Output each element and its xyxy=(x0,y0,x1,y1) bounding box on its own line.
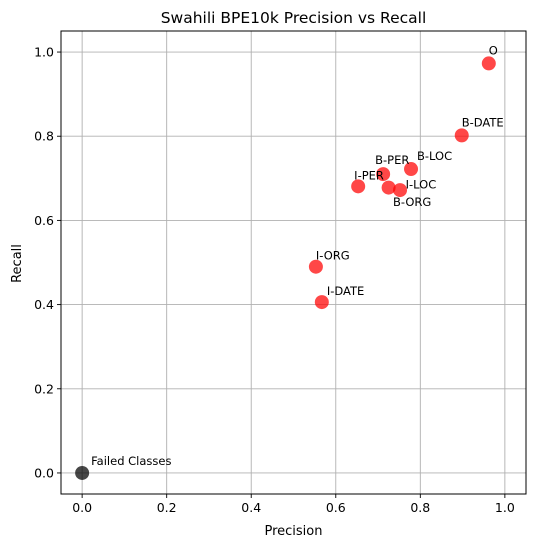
y-tick-label: 0.8 xyxy=(34,129,54,144)
x-axis-title: Precision xyxy=(264,524,322,539)
point-label-o: O xyxy=(489,43,498,57)
y-tick-label: 0.0 xyxy=(34,465,54,480)
x-tick-label: 0.0 xyxy=(72,500,92,515)
point-o xyxy=(481,56,496,71)
points-layer xyxy=(75,56,496,480)
point-i-date xyxy=(314,295,329,310)
chart-title: Swahili BPE10k Precision vs Recall xyxy=(161,9,427,27)
point-label-i-date: I-DATE xyxy=(327,284,364,298)
y-tick-label: 1.0 xyxy=(34,45,54,60)
point-label-i-loc: I-LOC xyxy=(406,178,437,192)
point-label-failed-classes: Failed Classes xyxy=(91,454,171,468)
x-tick-label: 0.2 xyxy=(157,500,177,515)
point-b-per xyxy=(376,167,391,182)
point-label-b-loc: B-LOC xyxy=(417,149,452,163)
ticks-layer: 0.0 0.2 0.4 0.6 0.8 1.0 0.0 0.2 0.4 0.6 0.8 1.0 xyxy=(34,45,515,515)
point-label-b-org: B-ORG xyxy=(393,195,431,209)
point-label-i-org: I-ORG xyxy=(316,249,350,263)
point-b-date xyxy=(454,128,469,143)
y-tick-label: 0.6 xyxy=(34,213,54,228)
labels-layer: O B-DATE B-LOC B-PER I-LOC B-ORG I-PER I-ORG I-D… xyxy=(91,43,504,468)
point-label-i-per: I-PER xyxy=(354,168,384,182)
grid-layer xyxy=(61,31,526,494)
point-i-per xyxy=(351,179,366,194)
x-tick-label: 0.4 xyxy=(241,500,261,515)
point-b-org xyxy=(393,183,408,198)
point-b-loc xyxy=(404,162,419,177)
point-i-org xyxy=(308,259,323,274)
x-tick-label: 0.6 xyxy=(326,500,346,515)
plot-area-frame xyxy=(60,30,527,495)
x-tick-label: 1.0 xyxy=(495,500,515,515)
point-failed-classes xyxy=(75,465,90,480)
point-label-b-date: B-DATE xyxy=(462,115,504,129)
point-i-loc xyxy=(381,180,396,195)
x-tick-label: 0.8 xyxy=(410,500,430,515)
y-tick-label: 0.4 xyxy=(34,297,54,312)
point-label-b-per: B-PER xyxy=(375,153,409,167)
y-tick-label: 0.2 xyxy=(34,381,54,396)
y-axis-title: Recall xyxy=(10,244,25,283)
